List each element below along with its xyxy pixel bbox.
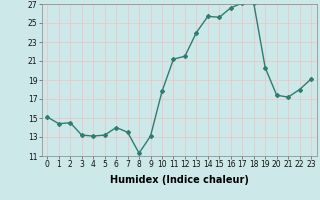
X-axis label: Humidex (Indice chaleur): Humidex (Indice chaleur) [110,175,249,185]
